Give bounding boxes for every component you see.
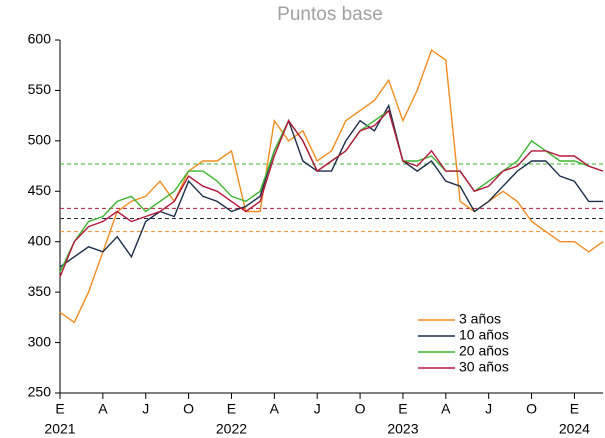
y-tick-label: 300 bbox=[28, 333, 52, 349]
y-tick-label: 350 bbox=[28, 283, 52, 299]
x-tick-label: E bbox=[570, 401, 579, 417]
chart-title: Puntos base bbox=[277, 4, 383, 25]
x-tick-label: O bbox=[183, 401, 194, 417]
x-year-label: 2024 bbox=[559, 421, 590, 437]
y-tick-label: 450 bbox=[28, 182, 52, 198]
x-tick-label: E bbox=[227, 401, 236, 417]
y-tick-label: 400 bbox=[28, 232, 52, 248]
x-year-label: 2023 bbox=[387, 421, 418, 437]
series-line bbox=[59, 48, 604, 324]
x-tick-label: E bbox=[55, 401, 64, 417]
legend-label: 10 años bbox=[459, 327, 509, 343]
x-tick-label: O bbox=[526, 401, 537, 417]
legend-label: 30 años bbox=[459, 359, 509, 375]
x-tick-label: J bbox=[142, 401, 149, 417]
y-tick-label: 500 bbox=[28, 132, 52, 148]
x-tick-label: J bbox=[314, 401, 321, 417]
x-tick-label: O bbox=[355, 401, 366, 417]
y-tick-label: 250 bbox=[28, 384, 52, 400]
y-tick-label: 550 bbox=[28, 81, 52, 97]
x-year-label: 2022 bbox=[216, 421, 247, 437]
legend-label: 20 años bbox=[459, 343, 509, 359]
series-line bbox=[59, 109, 604, 278]
legend-label: 3 años bbox=[459, 311, 501, 327]
x-tick-label: J bbox=[485, 401, 492, 417]
y-tick-label: 600 bbox=[28, 31, 52, 47]
x-year-label: 2021 bbox=[44, 421, 75, 437]
series-line bbox=[59, 109, 604, 273]
x-tick-label: A bbox=[98, 401, 108, 417]
x-tick-label: A bbox=[441, 401, 451, 417]
x-tick-label: A bbox=[270, 401, 280, 417]
series-line bbox=[59, 103, 603, 268]
x-tick-label: E bbox=[398, 401, 407, 417]
